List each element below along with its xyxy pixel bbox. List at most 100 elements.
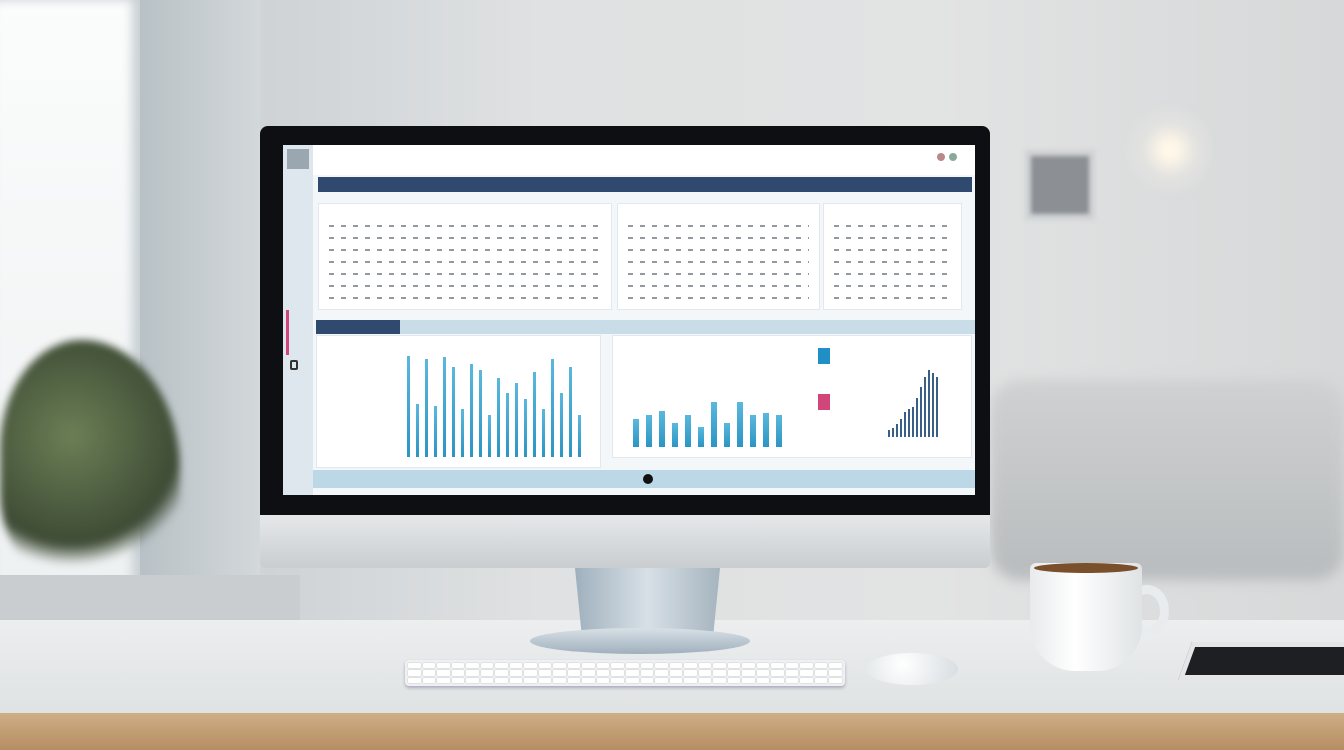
chart-bar [920,387,922,437]
chart-bar [506,393,509,457]
key [437,663,450,669]
key [451,663,465,669]
key [742,670,755,676]
key [509,677,523,683]
key [553,677,566,683]
chart-bar [551,359,554,457]
key [538,663,552,669]
key [713,663,726,669]
chart-tab-strip[interactable] [316,320,975,334]
key [669,677,683,683]
chart-bar [936,376,938,437]
key [829,663,842,669]
key [785,663,799,669]
chart-bar [900,419,902,437]
key [422,677,436,683]
key [626,677,639,683]
key [785,670,799,676]
key [727,670,741,676]
key [408,670,421,676]
key [800,663,813,669]
chart-bar [488,414,491,457]
key [756,677,770,683]
key [451,670,465,676]
key [437,677,450,683]
chart-bar [659,410,665,447]
mouse [866,653,958,685]
key [698,663,712,669]
chart-bar [560,393,563,457]
key [466,677,479,683]
key [611,663,624,669]
key [698,677,712,683]
chart-toolbar[interactable] [316,320,400,334]
monitor-base [530,628,750,654]
chart-bar [578,414,581,457]
browser-top-bar [313,145,975,175]
chart-bar [892,428,894,437]
chart-bar [750,414,756,447]
notification-icon[interactable] [937,153,945,161]
chart-bar [425,359,428,457]
footer-bar [313,470,975,488]
key [495,670,508,676]
key [582,663,595,669]
key [640,670,654,676]
pendant-lamp [1125,100,1215,200]
nav-bar[interactable] [318,177,972,192]
chart-bar [461,409,464,457]
key [814,670,828,676]
monitor-screen [283,145,975,495]
profile-icon[interactable] [949,153,957,161]
chart-bar [416,404,419,457]
key [727,677,741,683]
key [451,677,465,683]
key [771,663,784,669]
key [408,677,421,683]
key [611,677,624,683]
chart-bar [470,363,473,457]
chart-bar [711,402,717,447]
key [829,670,842,676]
key [509,670,523,676]
key [829,677,842,683]
chart-bar [542,409,545,457]
sidebar[interactable] [283,145,313,495]
coffee-cup [1030,563,1142,671]
chart-bar [763,412,769,447]
key [408,663,421,669]
key [713,677,726,683]
sidebar-icon[interactable] [290,360,298,370]
chart-bar [533,372,536,457]
key [756,670,770,676]
key [422,663,436,669]
key [684,677,697,683]
chart-bar [515,382,518,457]
key [582,670,595,676]
key [596,670,610,676]
key [480,670,494,676]
key [655,663,668,669]
key [640,677,654,683]
bar-chart-right [612,335,972,458]
chart-bar [479,370,482,457]
chart-bar [896,424,898,437]
plant [0,340,180,580]
chart-bar [724,422,730,447]
chart-bar [633,418,639,447]
key [466,663,479,669]
key [567,677,581,683]
chart-bar [932,373,934,437]
key [771,670,784,676]
table-panel [318,203,612,310]
key [524,663,537,669]
key [655,677,668,683]
wall-picture [1025,150,1095,220]
key [771,677,784,683]
key [626,663,639,669]
chart-bar [912,407,914,437]
key [611,670,624,676]
key [684,663,697,669]
chart-bar [434,406,437,457]
chart-bar [452,366,455,457]
